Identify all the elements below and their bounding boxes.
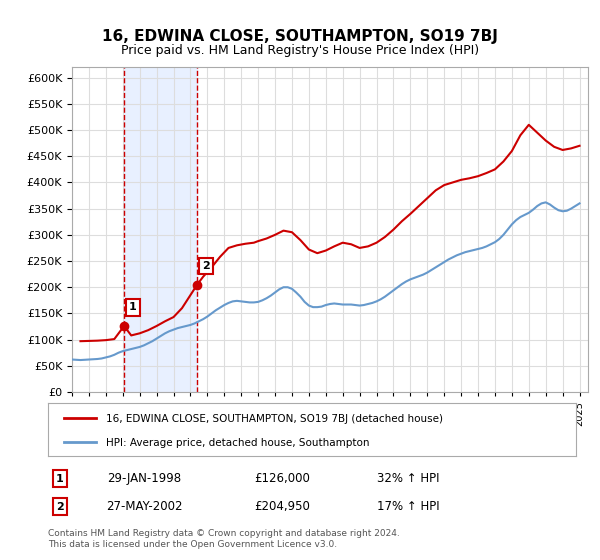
Text: 1: 1 xyxy=(56,474,64,484)
Text: 29-JAN-1998: 29-JAN-1998 xyxy=(107,472,181,486)
Text: 2: 2 xyxy=(202,261,210,271)
Text: 27-MAY-2002: 27-MAY-2002 xyxy=(106,500,182,514)
Text: 2: 2 xyxy=(56,502,64,512)
Text: £204,950: £204,950 xyxy=(254,500,310,514)
Text: Price paid vs. HM Land Registry's House Price Index (HPI): Price paid vs. HM Land Registry's House … xyxy=(121,44,479,57)
Text: £126,000: £126,000 xyxy=(254,472,310,486)
Text: 1: 1 xyxy=(129,302,137,312)
Text: 16, EDWINA CLOSE, SOUTHAMPTON, SO19 7BJ (detached house): 16, EDWINA CLOSE, SOUTHAMPTON, SO19 7BJ … xyxy=(106,414,443,424)
Text: Contains HM Land Registry data © Crown copyright and database right 2024.
This d: Contains HM Land Registry data © Crown c… xyxy=(48,529,400,549)
Text: 17% ↑ HPI: 17% ↑ HPI xyxy=(377,500,439,514)
Text: 16, EDWINA CLOSE, SOUTHAMPTON, SO19 7BJ: 16, EDWINA CLOSE, SOUTHAMPTON, SO19 7BJ xyxy=(102,29,498,44)
Text: HPI: Average price, detached house, Southampton: HPI: Average price, detached house, Sout… xyxy=(106,437,370,447)
Bar xyxy=(124,67,197,392)
Text: 32% ↑ HPI: 32% ↑ HPI xyxy=(377,472,439,486)
